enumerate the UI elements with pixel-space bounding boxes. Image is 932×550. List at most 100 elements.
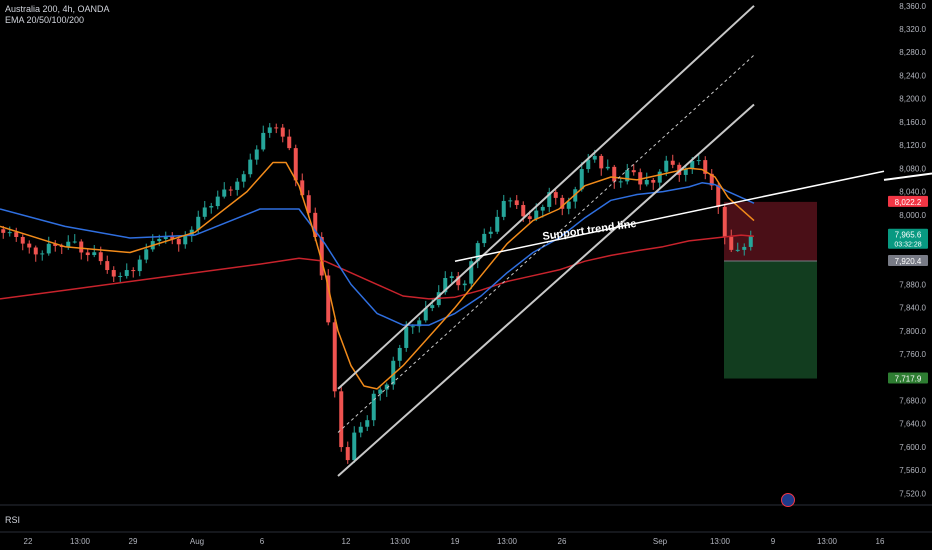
price-label-text: 7,965.6 — [895, 231, 922, 240]
price-tick-label: 7,600.0 — [899, 443, 926, 452]
candle-body — [449, 276, 454, 279]
long-short-position-zones — [724, 201, 817, 379]
candle-body — [215, 196, 220, 207]
candle-body — [267, 127, 272, 133]
candle-body — [222, 189, 227, 197]
candle-body — [722, 206, 727, 237]
candle-body — [228, 189, 233, 191]
price-tick-label: 7,520.0 — [899, 489, 926, 498]
candle-body — [241, 174, 246, 182]
parallel-channel-middle — [337, 54, 755, 433]
candle-body — [553, 192, 558, 198]
candle-body — [417, 320, 422, 327]
candle-body — [638, 172, 643, 185]
candle-body — [514, 200, 519, 206]
candle-body — [378, 389, 383, 394]
chart-grid — [0, 504, 932, 533]
candle-body — [547, 192, 552, 207]
candle-body — [397, 347, 402, 361]
time-tick-label: Aug — [190, 537, 204, 546]
candle-body — [456, 276, 461, 286]
candle-body — [599, 155, 604, 169]
candle-body — [430, 305, 435, 309]
candle-body — [469, 261, 474, 284]
parallel-channel-lower — [337, 103, 755, 477]
candle-body — [391, 360, 396, 385]
ema-indicator-title[interactable]: EMA 20/50/100/200 — [5, 15, 85, 25]
symbol-title[interactable]: Australia 200, 4h, OANDA — [5, 4, 110, 14]
candle-body — [612, 166, 617, 182]
price-axis: 8,360.0 8,320.0 8,280.0 8,240.0 8,200.0 8,160… — [888, 2, 928, 498]
candle-body — [443, 278, 448, 293]
candle-body — [235, 181, 240, 190]
time-tick-label: 13:00 — [497, 537, 518, 546]
price-tick-label: 8,280.0 — [899, 48, 926, 57]
candle-body — [287, 136, 292, 149]
time-tick-label: 26 — [558, 537, 567, 546]
price-tick-label: 8,000.0 — [899, 211, 926, 220]
candle-body — [111, 270, 116, 277]
time-tick-label: 13:00 — [390, 537, 411, 546]
candle-body — [729, 236, 734, 250]
candle-body — [495, 216, 500, 232]
price-tick-label: 7,800.0 — [899, 327, 926, 336]
candle-body — [618, 181, 623, 183]
time-tick-label: 29 — [129, 537, 138, 546]
candle-body — [423, 308, 428, 321]
candle-body — [92, 252, 97, 256]
forecast-arrow — [883, 172, 932, 181]
time-tick-label: 13:00 — [70, 537, 91, 546]
candle-body — [384, 384, 389, 390]
candle-body — [59, 245, 64, 248]
candle-body — [157, 238, 162, 242]
candle-body — [534, 210, 539, 220]
candle-body — [66, 241, 71, 248]
price-label-box — [888, 195, 928, 207]
countdown-text: 03:32:28 — [894, 242, 921, 249]
candle-body — [248, 159, 253, 175]
candle-body — [202, 207, 207, 217]
price-tick-label: 8,040.0 — [899, 188, 926, 197]
price-tick-label: 8,320.0 — [899, 25, 926, 34]
rsi-pane-label[interactable]: RSI — [5, 515, 21, 525]
australia-flag-icon — [781, 493, 795, 507]
candle-body — [365, 420, 370, 427]
candle-body — [352, 432, 357, 461]
candle-body — [735, 249, 740, 251]
candle-body — [345, 447, 350, 461]
candle-body — [46, 243, 51, 254]
candle-body — [651, 179, 656, 183]
candle-body — [176, 238, 181, 245]
candle-body — [566, 201, 571, 209]
price-tick-label: 7,760.0 — [899, 350, 926, 359]
ema-200-line — [0, 234, 755, 300]
price-tick-label: 7,640.0 — [899, 420, 926, 429]
candle-body — [183, 236, 188, 245]
candle-body — [14, 232, 19, 237]
time-tick-label: 22 — [24, 537, 33, 546]
ema-20-line — [0, 161, 755, 390]
candle-body — [410, 326, 415, 328]
price-label-box — [888, 228, 928, 249]
candle-body — [79, 241, 84, 253]
candle-body — [196, 216, 201, 230]
candle-body — [527, 216, 532, 220]
candle-body — [40, 253, 45, 255]
candle-body — [358, 426, 363, 433]
candle-body — [748, 236, 753, 247]
candle-body — [326, 275, 331, 323]
parallel-channel-upper — [337, 5, 755, 390]
candle-body — [462, 283, 467, 286]
time-tick-label: Sep — [653, 537, 668, 546]
price-tick-label: 7,680.0 — [899, 397, 926, 406]
candle-body — [586, 159, 591, 170]
candle-body — [716, 185, 721, 207]
candle-body — [625, 170, 630, 182]
candle-body — [131, 270, 136, 272]
candle-body — [53, 243, 58, 246]
candle-body — [592, 155, 597, 160]
candle-body — [339, 391, 344, 448]
candle-body — [98, 252, 103, 262]
price-tick-label: 8,200.0 — [899, 95, 926, 104]
